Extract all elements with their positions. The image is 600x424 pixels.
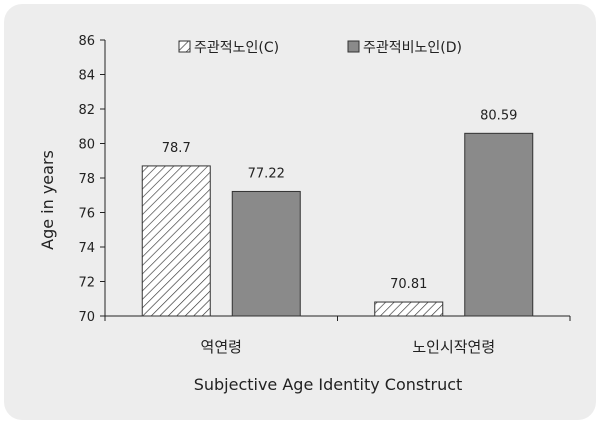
value-labels: 78.7 77.22 70.81 80.59 [162, 108, 518, 292]
y-tick-label: 74 [78, 241, 95, 256]
bar-c-0 [141, 165, 211, 317]
y-tick-label: 84 [78, 69, 95, 84]
y-tick-label: 72 [78, 276, 95, 291]
bar-d-1 [464, 132, 534, 317]
y-tick-label: 86 [78, 34, 95, 49]
bars [141, 132, 534, 317]
value-label: 78.7 [162, 141, 191, 156]
bar-c-1 [374, 301, 444, 317]
legend-swatch-c [178, 40, 191, 53]
category-label: 노인시작연령 [412, 338, 495, 356]
bar-d-0 [231, 190, 301, 317]
legend-label-d: 주관적비노인(D) [363, 40, 462, 56]
legend-label-c: 주관적노인(C) [194, 40, 279, 56]
value-label: 70.81 [390, 277, 427, 292]
y-tick-label: 70 [78, 310, 95, 325]
legend: 주관적노인(C) 주관적비노인(D) [178, 40, 462, 56]
category-label: 역연령 [201, 338, 242, 356]
y-ticks: 70 72 74 76 78 80 82 84 86 [78, 34, 571, 325]
value-label: 77.22 [248, 166, 285, 181]
y-tick-label: 82 [78, 103, 95, 118]
y-tick-label: 78 [78, 172, 95, 187]
legend-swatch-d [347, 40, 360, 53]
value-label: 80.59 [480, 108, 517, 123]
y-axis-title: Age in years [38, 150, 57, 250]
x-axis-title: Subjective Age Identity Construct [194, 375, 463, 394]
y-tick-label: 80 [78, 138, 95, 153]
category-labels: 역연령 노인시작연령 [201, 338, 496, 356]
y-tick-label: 76 [78, 207, 95, 222]
